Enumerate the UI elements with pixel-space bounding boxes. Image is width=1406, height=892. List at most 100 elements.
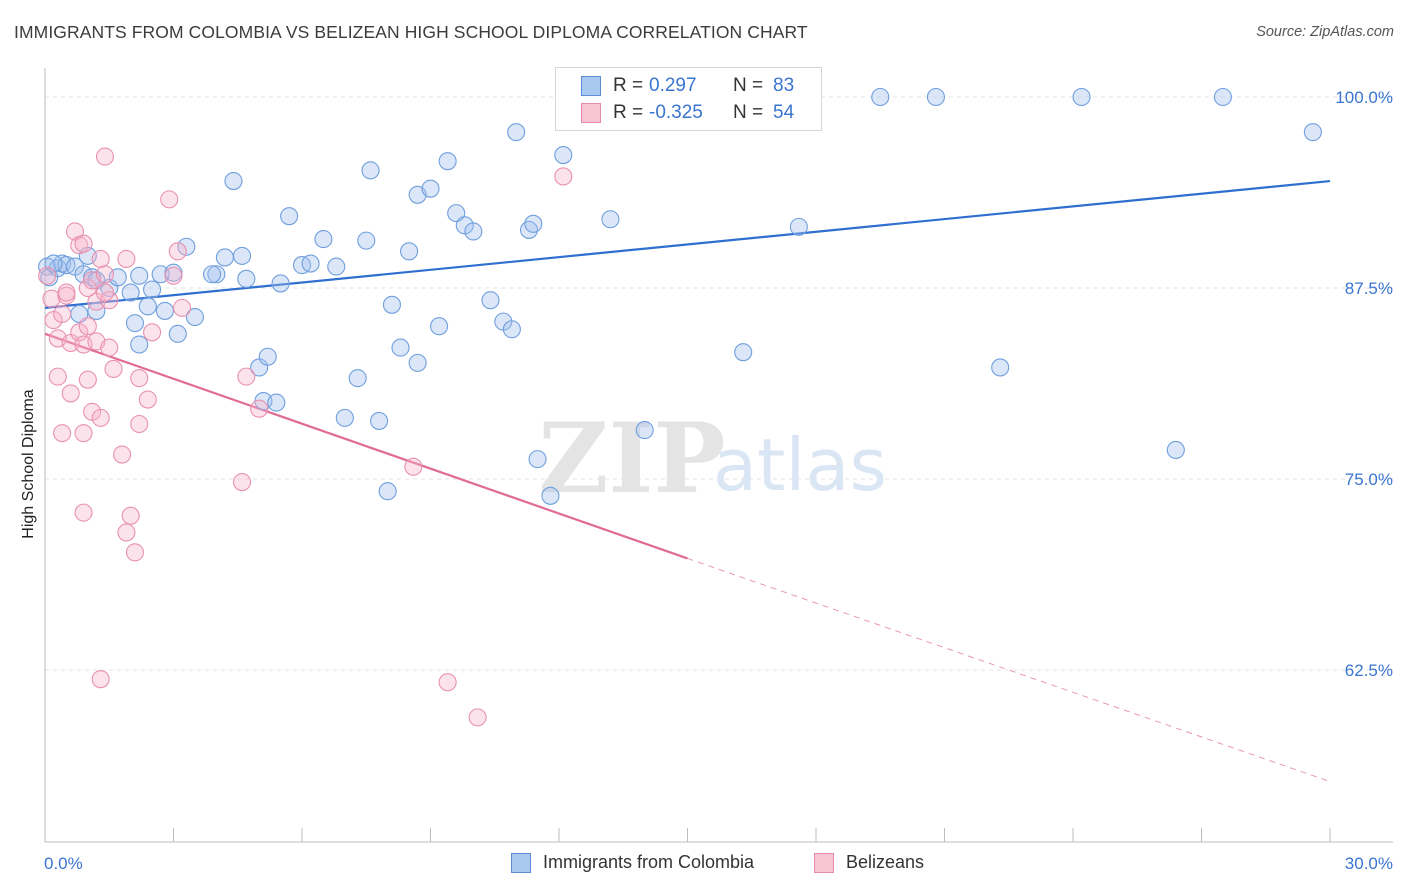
belizean-point <box>117 249 136 269</box>
colombia-point <box>224 171 243 191</box>
colombia-point <box>203 265 222 284</box>
belizean-point <box>53 424 72 443</box>
belizean-point <box>113 445 132 464</box>
colombia-point <box>335 408 354 427</box>
colombia-point <box>267 393 286 412</box>
colombia-point <box>430 317 449 336</box>
chart-title: IMMIGRANTS FROM COLOMBIA VS BELIZEAN HIG… <box>14 22 808 42</box>
belizean-point <box>48 367 67 386</box>
colombia-point <box>258 347 277 366</box>
belizean-point <box>130 369 149 388</box>
legend-item-belizeans[interactable]: Belizeans <box>814 852 924 873</box>
colombia-point <box>421 179 440 198</box>
colombia-point <box>524 214 543 233</box>
colombia-point <box>528 450 547 469</box>
belizean-point <box>164 266 183 285</box>
legend-n-label: N = <box>733 102 764 123</box>
colombia-point <box>789 217 808 236</box>
legend-r-label: R = <box>613 75 644 96</box>
colombia-point <box>361 161 380 180</box>
colombia-point <box>357 231 376 250</box>
colombia-point <box>207 265 226 284</box>
belizean-point <box>91 408 110 427</box>
colombia-point <box>400 242 419 261</box>
colombia-point <box>327 257 346 276</box>
belizean-point <box>232 473 252 492</box>
legend-swatch-colombia <box>581 76 601 96</box>
belizean-point <box>78 317 97 336</box>
legend-n-value: 83 <box>773 75 795 96</box>
legend-label-belizeans: Belizeans <box>846 852 925 872</box>
legend-item-colombia[interactable]: Immigrants from Colombia <box>511 852 754 873</box>
belizean-point <box>74 503 93 522</box>
series-legend: Immigrants from Colombia Belizeans <box>0 852 1406 878</box>
y-tick-label: 75.0% <box>1345 470 1393 489</box>
belizean-point <box>100 338 119 357</box>
colombia-point <box>121 283 140 302</box>
belizean-trend-line <box>44 332 688 560</box>
colombia-point <box>554 146 573 165</box>
belizean-point <box>404 457 423 476</box>
belizean-point <box>95 265 115 284</box>
colombia-point <box>280 207 299 226</box>
colombia-point <box>168 324 187 343</box>
colombia-point <box>391 338 410 357</box>
belizean-point <box>104 359 123 379</box>
belizean-point <box>78 370 97 389</box>
colombia-point <box>507 123 526 142</box>
belizean-point <box>91 249 110 269</box>
belizean-point <box>173 298 192 317</box>
colombia-point <box>125 314 144 333</box>
legend-n-value: 54 <box>773 102 795 123</box>
colombia-trend-line <box>44 179 1331 309</box>
belizean-point <box>138 390 157 409</box>
colombia-point <box>926 87 945 107</box>
legend-swatch-colombia <box>511 852 531 873</box>
y-tick-label: 87.5% <box>1345 279 1393 298</box>
source-label: Source: ZipAtlas.com <box>1256 24 1394 40</box>
belizean-point <box>554 167 573 186</box>
colombia-point <box>1303 123 1322 142</box>
legend-r-value: 0.297 <box>649 75 697 96</box>
colombia-point <box>185 307 204 327</box>
colombia-point <box>215 248 234 267</box>
colombia-point <box>635 421 654 440</box>
colombia-point <box>314 230 333 249</box>
colombia-point <box>143 280 162 299</box>
belizean-point <box>95 283 115 302</box>
colombia-point <box>464 222 483 241</box>
legend-swatch-belizeans <box>814 852 834 873</box>
colombia-point <box>348 369 367 388</box>
belizean-point <box>237 367 256 386</box>
colombia-point <box>991 358 1010 377</box>
belizean-point <box>121 506 140 525</box>
x-tick-label: 30.0% <box>1345 854 1393 873</box>
colombia-point <box>177 237 196 256</box>
y-tick-label: 62.5% <box>1345 661 1393 680</box>
belizean-point <box>74 234 93 253</box>
belizean-point <box>468 708 487 727</box>
correlation-legend: R = 0.297 N = 83 R = -0.325 N = 54 <box>555 67 822 131</box>
belizean-point <box>38 266 57 285</box>
colombia-point <box>408 353 427 372</box>
belizean-point <box>160 190 179 209</box>
belizean-point <box>74 424 93 443</box>
colombia-point <box>87 301 106 320</box>
colombia-point <box>237 269 256 288</box>
belizean-point <box>125 543 144 562</box>
legend-swatch-belizeans <box>581 103 601 123</box>
colombia-point <box>130 335 149 354</box>
watermark-atlas: atlas <box>713 423 887 507</box>
belizean-point <box>143 323 162 342</box>
belizean-point <box>65 222 85 241</box>
legend-r-value: -0.325 <box>649 102 703 123</box>
colombia-point <box>271 274 290 293</box>
y-tick-label: 100.0% <box>1335 88 1393 107</box>
colombia-point <box>541 486 560 505</box>
colombia-point <box>871 87 890 107</box>
colombia-point <box>1213 87 1232 107</box>
belizean-trend-extension <box>687 557 1331 783</box>
belizean-point <box>130 414 149 434</box>
belizean-point <box>95 147 115 166</box>
